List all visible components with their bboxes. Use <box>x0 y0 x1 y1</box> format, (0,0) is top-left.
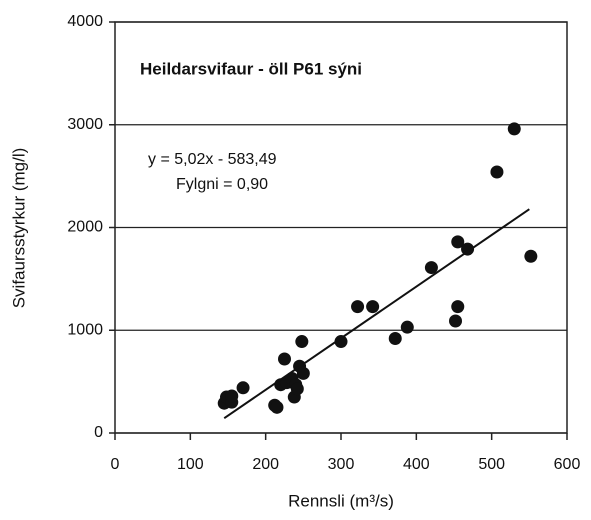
chart-title: Heildarsvifaur - öll P61 sýni <box>140 59 362 78</box>
point <box>278 352 291 366</box>
point <box>290 382 304 396</box>
point <box>490 165 504 179</box>
x-tick-label: 0 <box>111 456 120 473</box>
point <box>507 122 521 136</box>
point <box>449 314 463 328</box>
point <box>451 300 465 314</box>
y-tick-label: 4000 <box>67 13 103 30</box>
y-tick-label: 0 <box>94 424 103 441</box>
x-tick-label: 300 <box>328 456 355 473</box>
point <box>366 300 380 314</box>
x-tick-label: 100 <box>177 456 204 473</box>
point <box>451 235 465 249</box>
point <box>388 331 402 345</box>
point <box>270 400 284 414</box>
point <box>524 249 538 263</box>
trendline <box>223 208 530 420</box>
x-axis-label: Rennsli (m³/s) <box>288 491 394 510</box>
x-tick-label: 400 <box>403 456 430 473</box>
y-tick-label: 2000 <box>67 219 103 236</box>
point <box>334 335 348 349</box>
point <box>351 300 365 314</box>
y-tick-label: 1000 <box>67 321 103 338</box>
point <box>295 335 309 349</box>
annotation: Fylgni = 0,90 <box>176 176 268 193</box>
x-tick-label: 500 <box>478 456 505 473</box>
x-tick-label: 600 <box>554 456 581 473</box>
point <box>424 261 438 275</box>
point <box>296 366 310 380</box>
point <box>225 389 239 403</box>
x-tick-label: 200 <box>252 456 279 473</box>
point <box>461 242 475 256</box>
y-axis-label: Svifaursstyrkur (mg/l) <box>9 148 28 309</box>
annotation: y = 5,02x - 583,49 <box>148 151 277 168</box>
point <box>236 381 250 395</box>
y-tick-label: 3000 <box>67 116 103 133</box>
point <box>400 320 414 334</box>
